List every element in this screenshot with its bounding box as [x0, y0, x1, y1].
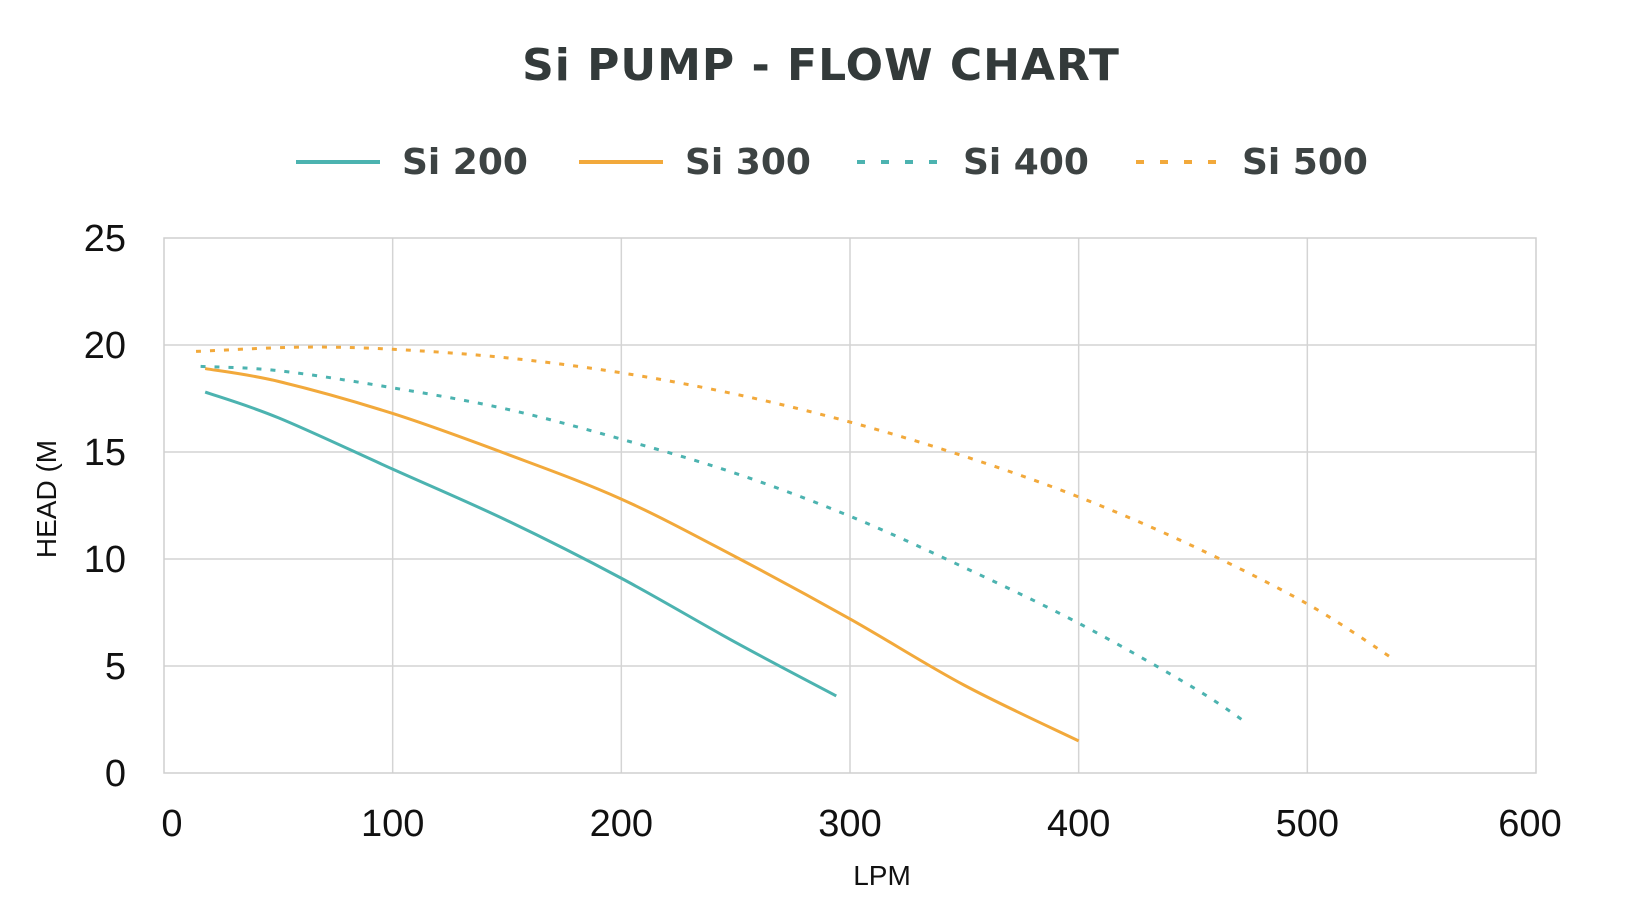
y-tick-label: 5: [105, 646, 126, 688]
x-tick-label: 600: [1498, 803, 1561, 845]
series-line-si-300: [204, 367, 1080, 743]
series-line-si-500: [195, 345, 1396, 661]
legend-item-si-300: Si 300: [579, 132, 811, 192]
x-tick-label: 500: [1276, 803, 1339, 845]
series-line-si-200: [204, 390, 837, 698]
x-tick-label: 100: [361, 803, 424, 845]
y-tick-label: 0: [105, 753, 126, 795]
legend-item-si-200: Si 200: [296, 132, 528, 192]
chart-legend: Si 200 Si 300 Si 400 Si 500: [0, 132, 1642, 192]
x-tick-label: 300: [818, 803, 881, 845]
legend-label-si-400: Si 400: [963, 141, 1089, 183]
plot-frame: [163, 237, 1537, 774]
y-tick-label: 25: [84, 218, 126, 260]
y-tick-label: 10: [84, 539, 126, 581]
y-tick-label: 15: [84, 432, 126, 474]
legend-item-si-400: Si 400: [857, 132, 1089, 192]
legend-item-si-500: Si 500: [1136, 132, 1368, 192]
x-tick-label: 400: [1047, 803, 1110, 845]
legend-label-si-300: Si 300: [685, 141, 811, 183]
x-axis-label: LPM: [853, 860, 911, 891]
series-line-si-400: [200, 364, 1249, 726]
legend-label-si-500: Si 500: [1242, 141, 1368, 183]
x-tick-label: 200: [590, 803, 653, 845]
legend-swatch-si-200: [296, 160, 380, 164]
y-tick-label: 20: [84, 325, 126, 367]
chart-title: Si PUMP - FLOW CHART: [522, 40, 1120, 91]
legend-label-si-200: Si 200: [402, 141, 528, 183]
y-axis-label: HEAD (M: [31, 440, 62, 558]
x-tick-label: 0: [161, 803, 182, 845]
legend-swatch-si-300: [579, 160, 663, 164]
